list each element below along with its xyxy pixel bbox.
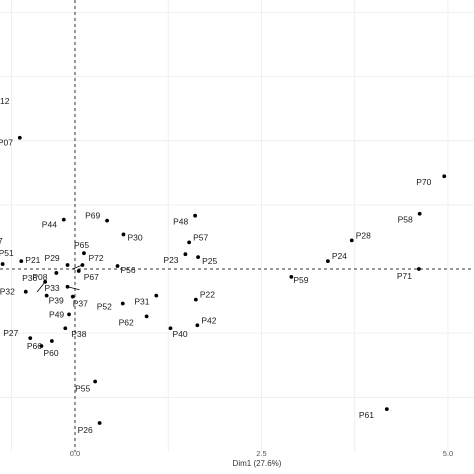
point-p32: [23, 289, 28, 294]
label-p49: P49: [49, 309, 64, 319]
leader-p33: [67, 286, 80, 291]
x-tick-label: 2.5: [256, 449, 266, 458]
point-p22: [193, 297, 198, 302]
point-p61: [384, 407, 389, 412]
label-p37: P37: [73, 299, 88, 309]
label-p30: P30: [127, 232, 142, 242]
label-p51: P51: [0, 248, 14, 258]
label-p71: P71: [397, 271, 412, 281]
point-p62: [144, 314, 149, 319]
label-p33: P33: [45, 283, 60, 293]
point-p57: [187, 240, 192, 245]
label-p57: P57: [193, 232, 208, 242]
label-p23: P23: [163, 255, 178, 265]
reference-lines: [0, 0, 474, 452]
point-p40: [168, 326, 173, 331]
x-axis-title: Dim1 (27.6%): [233, 459, 282, 468]
label-p61: P61: [359, 410, 374, 420]
label-p69: P69: [85, 211, 100, 221]
label-p72: P72: [88, 253, 103, 263]
point-p27: [28, 336, 33, 340]
point-p26: [97, 421, 102, 425]
label-p39: P39: [49, 296, 64, 306]
label-p36: P36: [22, 273, 37, 283]
point-p44: [61, 217, 66, 222]
label-p24: P24: [332, 251, 347, 261]
edge-label-left: 7: [0, 236, 3, 246]
point-p42: [195, 323, 200, 328]
label-p32: P32: [0, 287, 15, 297]
label-p58: P58: [398, 215, 413, 225]
leader-p72: [72, 264, 83, 270]
point-p37: [70, 294, 75, 299]
point-p48: [193, 213, 198, 218]
point-p38: [63, 326, 68, 331]
label-p07: P07: [0, 138, 13, 148]
point-p71: [417, 267, 421, 271]
point-p55: [93, 379, 98, 384]
point-p56: [115, 264, 120, 268]
point-p49: [67, 312, 71, 317]
label-p67: P67: [84, 272, 99, 282]
point-p08: [54, 271, 59, 275]
label-p40: P40: [172, 329, 187, 339]
label-p70: P70: [416, 177, 431, 187]
label-p66: P66: [27, 341, 42, 351]
label-p31: P31: [134, 297, 149, 307]
grid: [0, 0, 474, 452]
label-p22: P22: [200, 290, 215, 300]
label-p59: P59: [293, 275, 308, 285]
point-p58: [417, 211, 422, 216]
label-p65: P65: [74, 240, 89, 250]
point-p28: [349, 238, 354, 243]
label-p48: P48: [173, 217, 188, 227]
point-p69: [105, 218, 109, 223]
point-p60: [39, 344, 44, 348]
point-p23: [183, 252, 188, 257]
edge-label-top: 12: [0, 96, 10, 106]
point-p24: [325, 259, 330, 264]
label-p62: P62: [119, 317, 134, 327]
point-p65: [82, 251, 86, 256]
point-p52: [120, 301, 125, 306]
point-p21: [19, 259, 24, 264]
point-p31: [154, 293, 159, 298]
point-p70: [442, 174, 447, 179]
x-tick-label: 5.0: [443, 449, 453, 458]
point-p07: [17, 135, 22, 140]
data-points: P70 P58 P28 P24 P59 P71 P61 P48 P57 P23 P25 P22 P42 P…: [0, 135, 447, 435]
point-p25: [196, 255, 200, 260]
label-p56: P56: [121, 265, 136, 275]
label-p25: P25: [202, 256, 217, 266]
label-p55: P55: [75, 384, 90, 394]
point-p67: [76, 269, 81, 273]
label-p27: P27: [3, 328, 18, 338]
point-p51: [0, 262, 5, 266]
x-tick-label: 0.0: [70, 449, 80, 458]
label-p42: P42: [201, 315, 216, 325]
point-p66: [49, 339, 54, 343]
label-p29: P29: [45, 253, 60, 263]
label-p60: P60: [43, 348, 58, 358]
label-p28: P28: [356, 230, 371, 240]
point-p29: [65, 263, 70, 267]
label-p08: P08: [32, 272, 47, 282]
label-p52: P52: [97, 302, 112, 312]
point-p39: [44, 293, 49, 298]
label-p44: P44: [42, 220, 57, 230]
point-p30: [121, 232, 126, 237]
leader-p36: [36, 281, 46, 293]
label-p21: P21: [25, 255, 40, 265]
label-p38: P38: [71, 329, 86, 339]
x-tick-labels: 0.0 2.5 5.0: [70, 449, 453, 458]
label-p26: P26: [78, 425, 93, 435]
point-p59: [289, 274, 294, 279]
